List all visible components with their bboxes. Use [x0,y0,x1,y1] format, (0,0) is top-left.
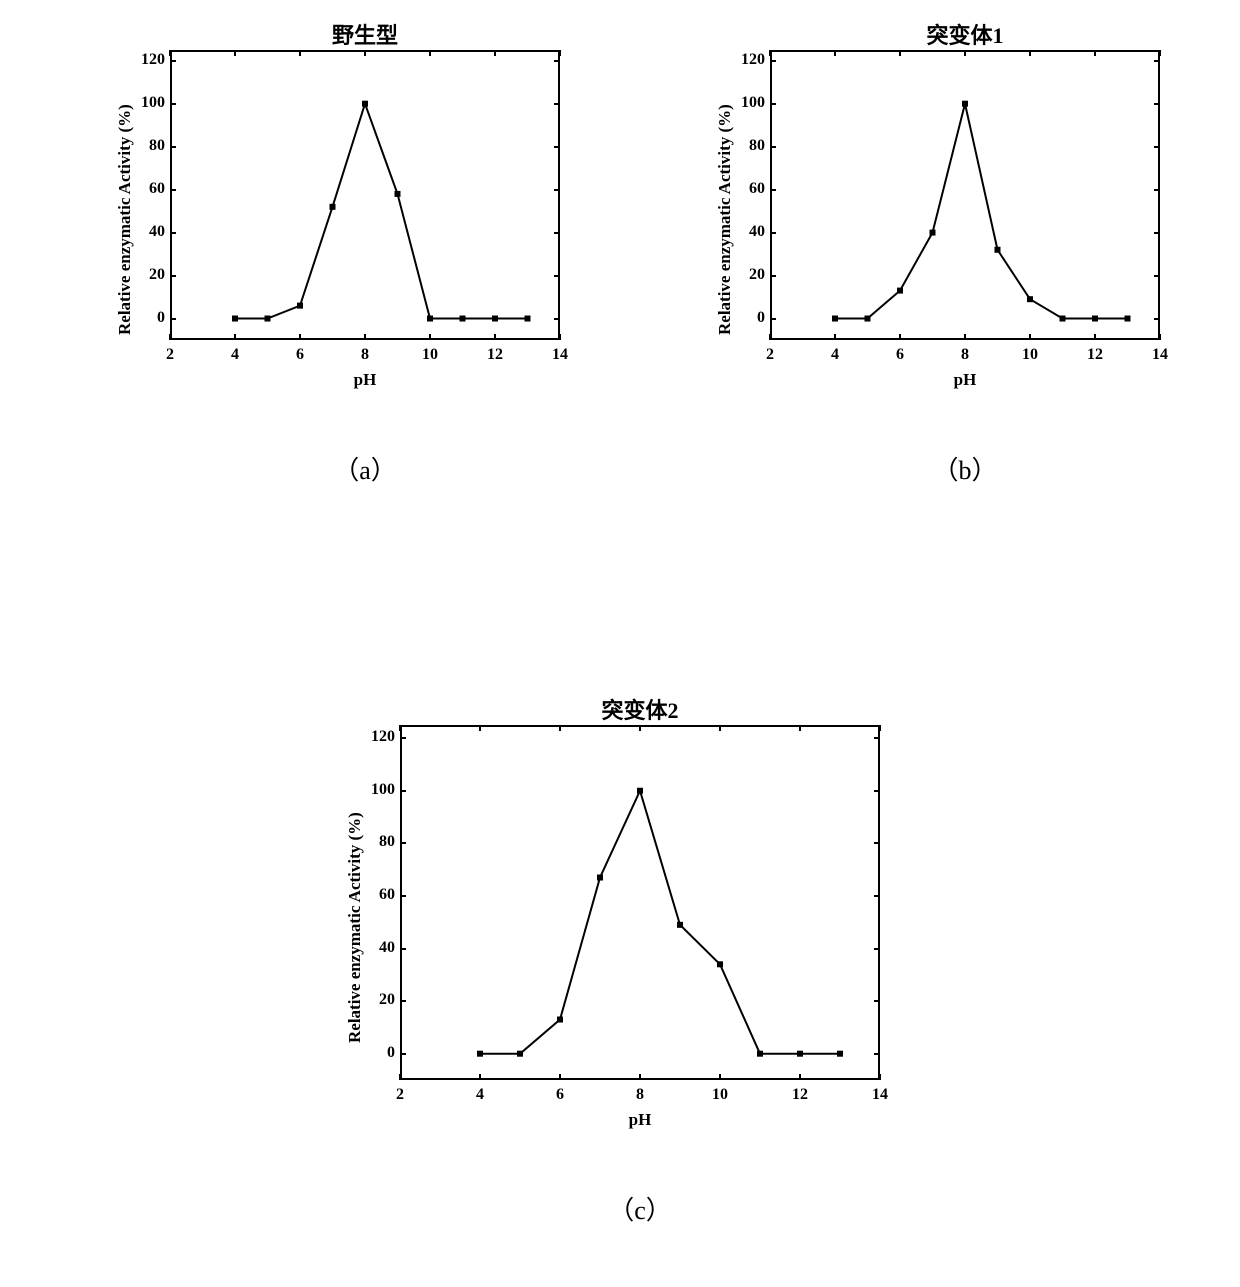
panel-c: 突变体22468101214020406080100120Relative en… [270,680,910,1240]
data-marker [1125,316,1131,322]
subplot-label-c: （c） [400,1190,880,1227]
data-marker [1092,316,1098,322]
subplot-label-b: （b） [770,450,1160,487]
data-marker [637,788,643,794]
data-marker [395,191,401,197]
data-marker [995,247,1001,253]
data-marker [1060,316,1066,322]
data-marker [427,316,433,322]
data-marker [297,303,303,309]
data-marker [930,230,936,236]
data-marker [837,1051,843,1057]
data-series-b [660,10,1180,520]
data-series-a [60,10,580,520]
data-series-c [270,680,910,1240]
panel-a: 野生型2468101214020406080100120Relative enz… [60,10,580,520]
data-marker [460,316,466,322]
data-marker [557,1017,563,1023]
data-marker [265,316,271,322]
data-marker [962,101,968,107]
data-marker [232,316,238,322]
panel-b: 突变体12468101214020406080100120Relative en… [660,10,1180,520]
data-marker [525,316,531,322]
data-marker [517,1051,523,1057]
data-marker [865,316,871,322]
series-line [835,104,1128,319]
subplot-label-a: （a） [170,450,560,487]
data-marker [757,1051,763,1057]
data-marker [492,316,498,322]
data-marker [717,961,723,967]
data-marker [1027,296,1033,302]
data-marker [330,204,336,210]
data-marker [832,316,838,322]
data-marker [362,101,368,107]
data-marker [597,875,603,881]
data-marker [477,1051,483,1057]
series-line [480,791,840,1054]
data-marker [797,1051,803,1057]
data-marker [897,288,903,294]
series-line [235,104,528,319]
data-marker [677,922,683,928]
